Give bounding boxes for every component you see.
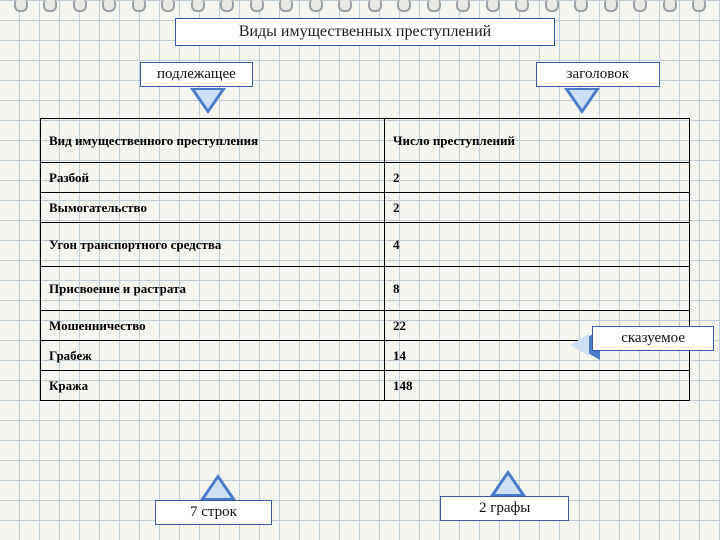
column-header-count: Число преступлений bbox=[384, 119, 689, 163]
table-row: Присвоение и растрата 8 bbox=[41, 267, 690, 311]
page-title: Виды имущественных преступлений bbox=[175, 18, 555, 46]
cell-value: 2 bbox=[384, 193, 689, 223]
table-row: Кража 148 bbox=[41, 371, 690, 401]
table-row: Вымогательство 2 bbox=[41, 193, 690, 223]
subject-arrow-icon bbox=[190, 88, 226, 114]
header-callout: заголовок bbox=[536, 62, 660, 87]
predicate-callout: сказуемое bbox=[592, 326, 714, 351]
cell-name: Грабеж bbox=[41, 341, 385, 371]
rows-arrow-icon bbox=[200, 474, 236, 500]
cell-name: Разбой bbox=[41, 163, 385, 193]
cell-name: Кража bbox=[41, 371, 385, 401]
rows-count-callout: 7 строк bbox=[155, 500, 272, 525]
subject-callout: подлежащее bbox=[140, 62, 253, 87]
cell-value: 8 bbox=[384, 267, 689, 311]
cell-value: 2 bbox=[384, 163, 689, 193]
cols-arrow-icon bbox=[490, 470, 526, 496]
cell-value: 148 bbox=[384, 371, 689, 401]
footer-callouts-row: 7 строк 2 графы bbox=[0, 474, 720, 534]
cell-name: Угон транспортного средства bbox=[41, 223, 385, 267]
table-row: Угон транспортного средства 4 bbox=[41, 223, 690, 267]
column-header-type: Вид имущественного преступления bbox=[41, 119, 385, 163]
cell-name: Присвоение и растрата bbox=[41, 267, 385, 311]
cell-value: 4 bbox=[384, 223, 689, 267]
cell-name: Вымогательство bbox=[41, 193, 385, 223]
table-row: Разбой 2 bbox=[41, 163, 690, 193]
header-callouts-row: подлежащее заголовок bbox=[40, 62, 690, 112]
table-header-row: Вид имущественного преступления Число пр… bbox=[41, 119, 690, 163]
cell-name: Мошенничество bbox=[41, 311, 385, 341]
header-arrow-icon bbox=[564, 88, 600, 114]
cols-count-callout: 2 графы bbox=[440, 496, 569, 521]
slide-content: Виды имущественных преступлений подлежащ… bbox=[0, 0, 720, 540]
